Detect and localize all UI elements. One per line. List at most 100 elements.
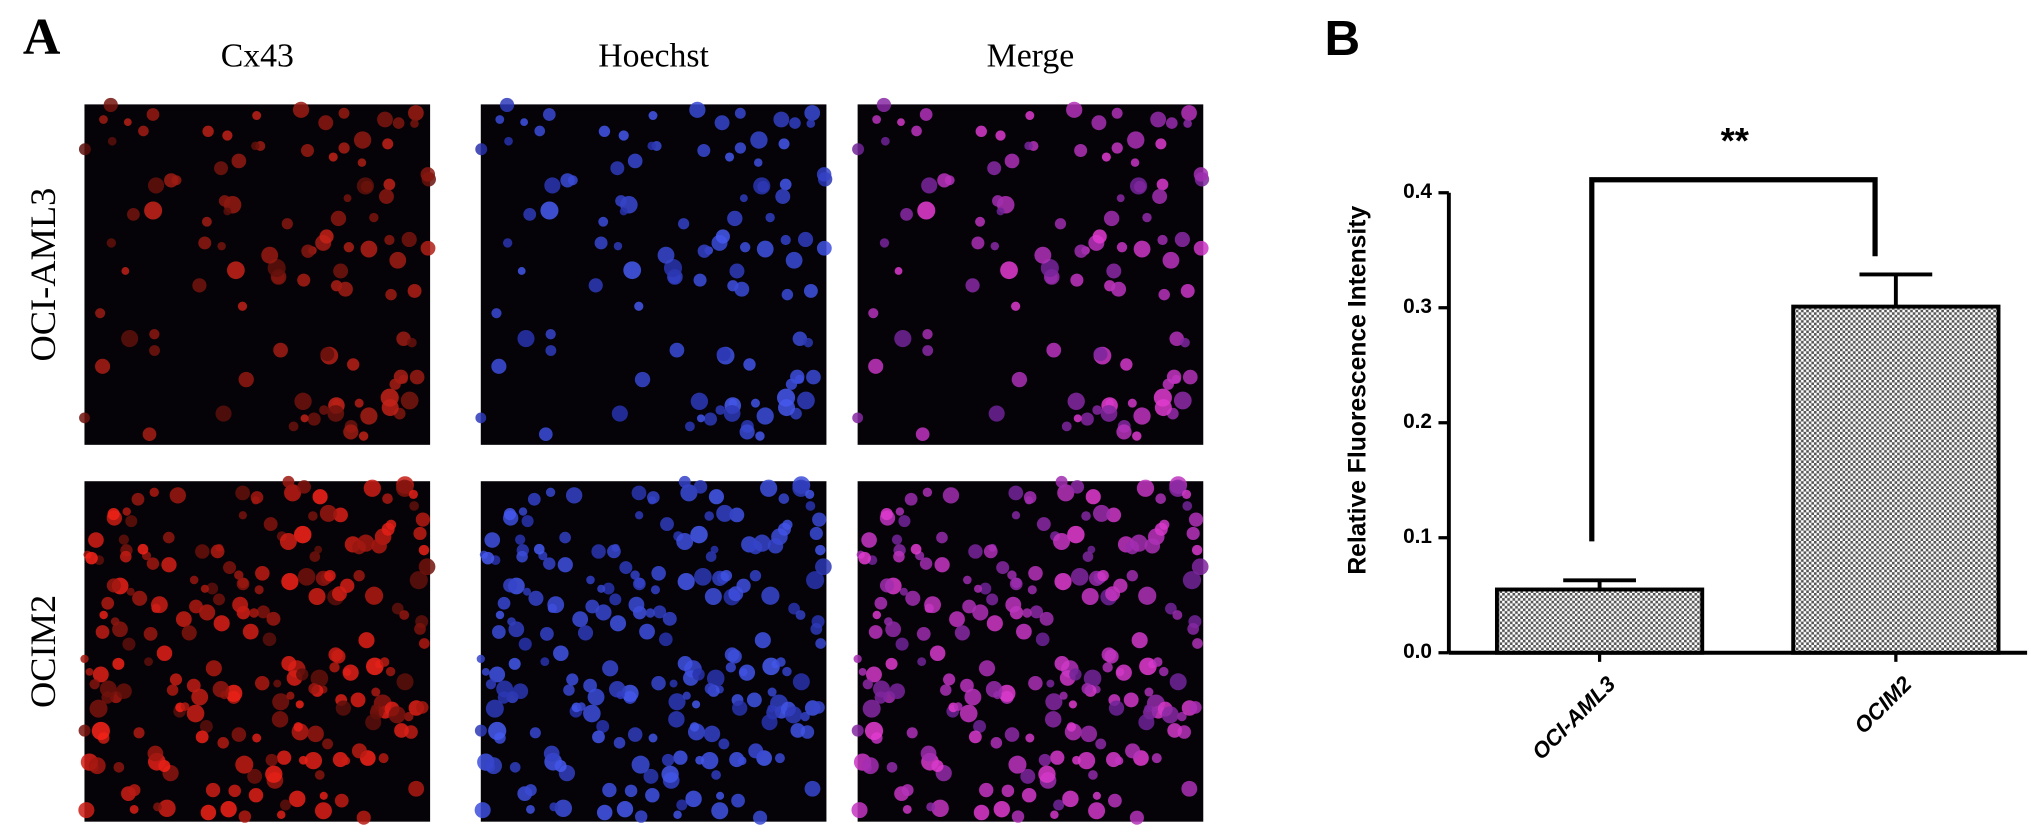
cell — [942, 487, 960, 504]
cell — [322, 738, 334, 750]
cell — [968, 730, 982, 744]
cell — [1108, 700, 1125, 716]
cell — [668, 711, 685, 728]
cell — [921, 177, 938, 194]
cell — [549, 802, 559, 812]
y-tick-label: 0.3 — [1403, 295, 1432, 318]
cell — [79, 412, 90, 424]
cell — [611, 405, 628, 422]
cell — [271, 711, 289, 728]
cell — [312, 489, 328, 505]
cell — [1126, 570, 1138, 582]
cell — [868, 358, 884, 374]
cell — [418, 638, 430, 649]
cell — [690, 392, 709, 410]
cell — [407, 337, 417, 348]
cell — [1000, 261, 1018, 280]
cell — [929, 645, 946, 661]
cell — [533, 543, 545, 555]
cell — [975, 216, 985, 227]
cell — [1165, 602, 1177, 615]
cell — [1120, 358, 1133, 371]
cell — [103, 97, 118, 113]
cell — [577, 702, 586, 711]
cell — [1015, 623, 1032, 640]
cell — [1182, 571, 1202, 590]
cell — [414, 623, 426, 635]
cell — [1007, 570, 1017, 580]
cell — [658, 632, 673, 647]
cell — [213, 615, 230, 632]
cell — [711, 802, 729, 820]
cell — [954, 625, 970, 641]
cell — [231, 153, 247, 169]
cell — [729, 507, 745, 523]
cell — [107, 507, 120, 521]
cell — [779, 178, 792, 191]
cell — [213, 593, 225, 606]
cell — [727, 210, 743, 227]
cell — [78, 724, 91, 737]
cell — [137, 543, 149, 555]
cell — [979, 782, 994, 798]
cell — [318, 115, 334, 131]
cell — [491, 625, 506, 639]
cell — [653, 605, 667, 619]
cell — [795, 610, 806, 620]
cell — [693, 273, 707, 287]
cell — [876, 97, 892, 113]
cell — [489, 666, 506, 683]
cell — [810, 623, 823, 635]
cell — [689, 101, 706, 118]
cell — [523, 207, 537, 221]
cell — [716, 347, 731, 362]
cell — [872, 610, 882, 620]
cell — [1083, 669, 1102, 688]
row-label: OCIM2 — [23, 595, 63, 708]
cell — [293, 525, 312, 544]
cell — [615, 195, 627, 207]
cell — [905, 590, 921, 606]
cell — [868, 625, 883, 639]
cell — [778, 138, 790, 150]
cell — [495, 115, 505, 124]
cell — [543, 745, 560, 762]
cell — [879, 578, 895, 593]
cell — [249, 608, 259, 618]
cell — [1138, 586, 1157, 605]
column-title: Cx43 — [221, 38, 294, 75]
cell — [481, 667, 490, 676]
cell — [308, 511, 318, 521]
cell — [150, 596, 168, 614]
cell — [618, 130, 629, 141]
cell — [979, 582, 992, 595]
cell — [1039, 611, 1054, 626]
cell — [504, 136, 513, 146]
cell — [676, 799, 688, 811]
cell — [338, 142, 350, 154]
cell — [685, 790, 702, 808]
cell — [1131, 632, 1148, 649]
cell — [388, 706, 406, 724]
cell — [1046, 342, 1062, 358]
cell — [138, 125, 149, 137]
cell — [320, 347, 335, 362]
cell — [266, 611, 281, 626]
cell — [199, 604, 216, 621]
cell — [227, 261, 245, 280]
cell — [410, 119, 419, 128]
cell — [788, 602, 800, 615]
cell — [85, 667, 94, 676]
cell — [716, 504, 734, 522]
cell — [630, 570, 640, 580]
cell — [1129, 810, 1144, 825]
cell — [678, 218, 690, 230]
cell — [202, 125, 214, 138]
cell — [123, 118, 132, 127]
cell — [215, 405, 232, 422]
cell — [1150, 111, 1167, 128]
cell — [396, 479, 414, 497]
cell — [101, 596, 115, 610]
cell — [399, 610, 410, 620]
cell — [1057, 484, 1075, 502]
